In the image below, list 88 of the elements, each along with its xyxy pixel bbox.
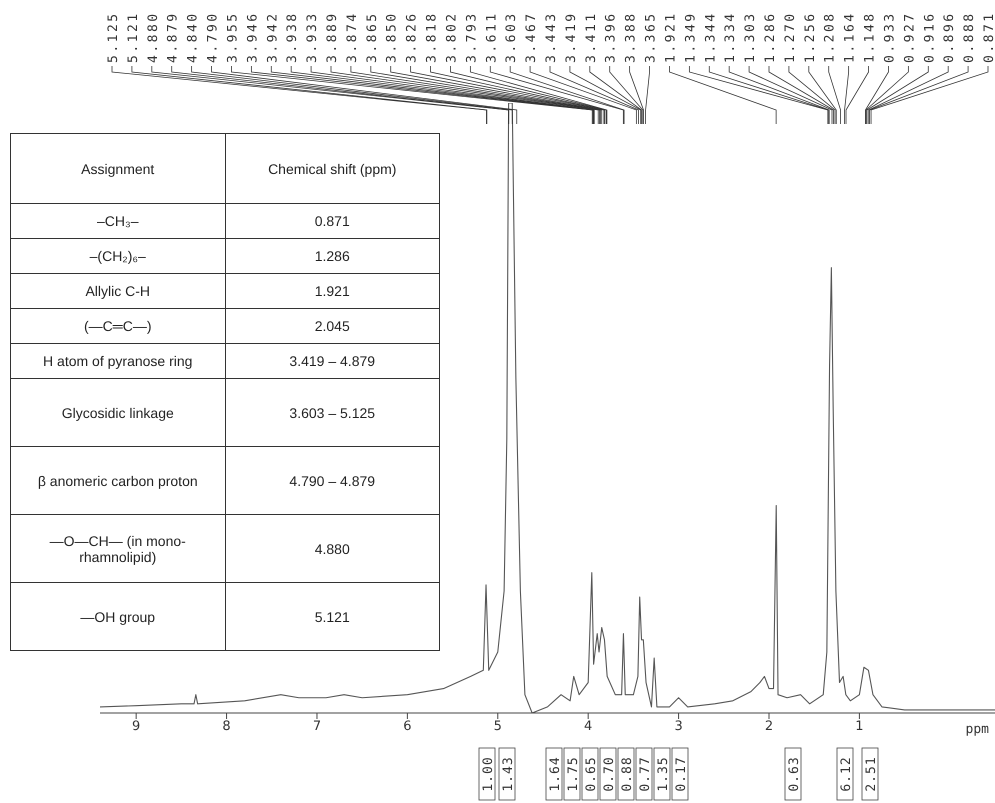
annotation: 3.793 <box>464 11 480 63</box>
annotation: 3.946 <box>245 11 260 63</box>
annotation: 3.365 <box>644 11 659 63</box>
category-label: –CH₃– <box>10 204 225 238</box>
category-label: —OH group <box>10 582 225 650</box>
annotation: 1.349 <box>683 11 698 63</box>
annotation: 3.942 <box>265 11 280 63</box>
annotation: 3.826 <box>404 11 420 63</box>
text: 6.12 <box>839 756 854 792</box>
annotation: 3.443 <box>544 11 559 63</box>
annotation: 0.896 <box>942 11 958 63</box>
annotation: 3.938 <box>285 11 300 63</box>
annotation: 4.880 <box>146 11 161 63</box>
text: 3.603 – 5.125 <box>289 404 376 420</box>
x-tick-label: 5 <box>494 719 502 734</box>
annotation: 4.790 <box>206 11 221 63</box>
text: 4.790 – 4.879 <box>289 472 376 488</box>
annotation: 4.879 <box>166 11 181 63</box>
x-tick-label: 1 <box>855 719 864 734</box>
annotation: 3.419 <box>564 11 579 63</box>
x-tick-label: 8 <box>222 719 231 734</box>
annotation: 1.256 <box>802 11 818 63</box>
annotation: 0.927 <box>902 11 918 63</box>
annotation: 3.611 <box>484 11 500 63</box>
annotation: 0.888 <box>962 11 978 63</box>
text: 2.51 <box>864 756 879 792</box>
category-label: β anomeric carbon proton <box>10 446 225 514</box>
annotation: 3.865 <box>364 11 380 63</box>
annotation: 1.164 <box>842 11 858 63</box>
annotation: 1.303 <box>743 11 758 63</box>
annotation: 1.208 <box>822 11 838 63</box>
annotation: 3.850 <box>384 11 400 63</box>
text: 1.43 <box>501 756 516 792</box>
text: 1.35 <box>656 756 671 792</box>
annotation: 3.388 <box>624 11 639 63</box>
text: 1.921 <box>314 283 350 299</box>
category-label: –(CH₂)₆– <box>10 238 225 274</box>
annotation: 0.871 <box>982 11 995 63</box>
category-label: Glycosidic linkage <box>10 378 225 446</box>
text: 5.121 <box>314 608 350 624</box>
category-label: —O—CH— (in mono-rhamnolipid) <box>10 514 225 582</box>
annotation: Assignment <box>10 134 225 204</box>
annotation: 3.396 <box>604 11 619 63</box>
text: 0.65 <box>584 756 599 792</box>
text: 3.419 – 4.879 <box>289 353 376 369</box>
annotation: Chemical shift (ppm) <box>225 134 440 204</box>
annotation: 3.411 <box>584 11 599 63</box>
annotation: 1.334 <box>723 11 738 63</box>
annotation: 3.933 <box>305 11 320 63</box>
text: 0.88 <box>620 756 635 792</box>
text: 0.77 <box>638 756 653 792</box>
text: 1.64 <box>548 756 563 792</box>
x-axis-title: ppm <box>966 722 990 737</box>
annotation: 4.840 <box>186 11 201 63</box>
annotation: 1.270 <box>782 11 798 63</box>
text: 4.880 <box>314 540 350 556</box>
x-tick-label: 7 <box>312 719 322 734</box>
x-tick-label: 6 <box>403 719 412 734</box>
annotation: 5.125 <box>106 11 121 63</box>
annotation: 1.921 <box>663 11 678 63</box>
text: 1.00 <box>481 756 496 792</box>
annotation: 0.916 <box>922 11 938 63</box>
category-label: Allylic C-H <box>10 274 225 308</box>
text: 2.045 <box>314 318 350 334</box>
text: 0.70 <box>602 756 617 792</box>
annotation: 3.818 <box>424 11 440 63</box>
text: 1.75 <box>566 756 581 792</box>
annotation: 3.889 <box>325 11 340 63</box>
category-label: (—C═C—) <box>10 308 225 344</box>
annotation: 3.467 <box>524 11 540 63</box>
x-tick-label: 4 <box>584 719 592 734</box>
text: 0.63 <box>787 756 802 792</box>
x-tick-label: 2 <box>764 719 774 734</box>
annotation: 1.148 <box>862 11 878 63</box>
text: 0.17 <box>674 756 689 792</box>
category-label: H atom of pyranose ring <box>10 344 225 378</box>
annotation: 0.933 <box>882 11 898 63</box>
annotation: 5.121 <box>126 11 141 63</box>
text: 0.871 <box>314 213 350 229</box>
annotation: 3.874 <box>344 11 360 63</box>
x-tick-label: 3 <box>674 719 683 734</box>
annotation: 1.344 <box>703 11 718 63</box>
text: 1.286 <box>314 248 350 264</box>
annotation: 1.286 <box>763 11 778 63</box>
x-tick-label: 9 <box>132 719 140 734</box>
annotation: 3.603 <box>504 11 520 63</box>
annotation: 3.802 <box>444 11 460 63</box>
annotation: 3.955 <box>225 11 240 63</box>
